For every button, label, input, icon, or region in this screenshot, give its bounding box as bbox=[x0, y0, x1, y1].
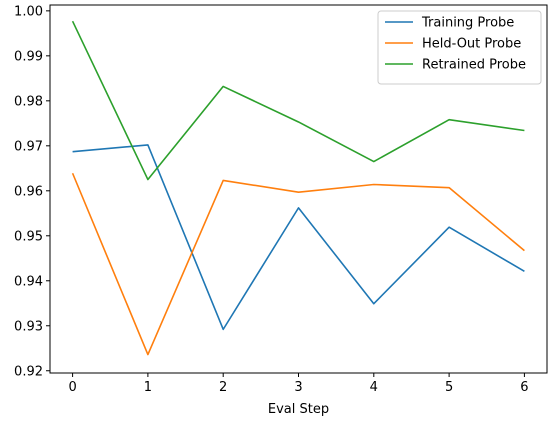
y-tick-label: 0.96 bbox=[14, 184, 43, 199]
legend-box bbox=[377, 10, 542, 85]
plot-area bbox=[71, 20, 525, 356]
series-line-2 bbox=[71, 20, 525, 181]
x-tick-label: 6 bbox=[520, 380, 528, 395]
y-tick-label: 0.94 bbox=[14, 274, 43, 289]
x-tick-label: 5 bbox=[445, 380, 453, 395]
legend-label: Training Probe bbox=[421, 16, 514, 31]
y-tick-label: 1.00 bbox=[14, 4, 43, 19]
legend-label: Held-Out Probe bbox=[422, 37, 521, 52]
y-axis-ticks: 0.92 0.93 0.94 0.95 0.96 0.97 0.98 0.99 1.00 bbox=[14, 4, 50, 379]
y-tick-label: 0.95 bbox=[14, 229, 43, 244]
x-tick-label: 0 bbox=[68, 380, 76, 395]
y-tick-label: 0.97 bbox=[14, 139, 43, 154]
x-tick-label: 1 bbox=[144, 380, 152, 395]
x-tick-label: 2 bbox=[219, 380, 227, 395]
series-line-0 bbox=[72, 144, 525, 331]
legend: Training Probe Held-Out Probe Retrained Pr… bbox=[377, 10, 542, 85]
series-line-1 bbox=[71, 172, 525, 356]
y-tick-label: 0.93 bbox=[14, 319, 43, 334]
y-tick-label: 0.98 bbox=[14, 94, 43, 109]
y-tick-label: 0.92 bbox=[14, 364, 43, 379]
x-axis-ticks: 0 1 2 3 4 5 6 bbox=[68, 373, 529, 395]
legend-label: Retrained Probe bbox=[422, 58, 526, 73]
y-tick-label: 0.99 bbox=[14, 49, 43, 64]
x-tick-label: 4 bbox=[370, 380, 378, 395]
plot-frame bbox=[49, 4, 548, 374]
x-tick-label: 3 bbox=[294, 380, 302, 395]
x-axis-label: Eval Step bbox=[268, 402, 329, 417]
